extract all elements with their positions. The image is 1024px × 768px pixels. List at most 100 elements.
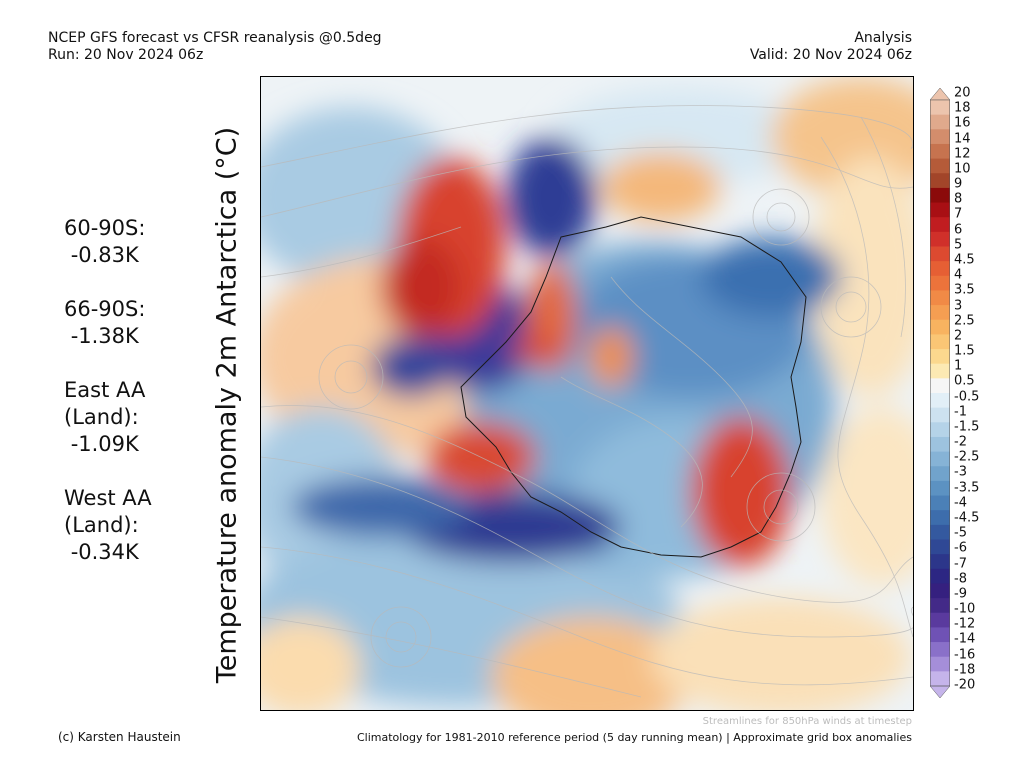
header-right: Analysis Valid: 20 Nov 2024 06z (750, 30, 912, 64)
colorbar-swatch (930, 495, 950, 511)
colorbar-tick-label: -8 (954, 571, 967, 587)
colorbar-tick-label: -20 (954, 677, 976, 693)
colorbar-swatch (930, 173, 950, 189)
colorbar-tick-label: 4.5 (954, 252, 975, 268)
colorbar-tick-label: 1.5 (954, 343, 975, 359)
colorbar-swatch (930, 231, 950, 247)
colorbar-swatch (930, 627, 950, 643)
colorbar-swatch (930, 466, 950, 482)
colorbar-swatch (930, 554, 950, 570)
map-canvas (261, 77, 913, 710)
colorbar-swatch (930, 407, 950, 423)
colorbar-tick-label: -3.5 (954, 480, 980, 496)
colorbar-tick-label: -5 (954, 525, 967, 541)
stat-region: 60-90S: (64, 216, 146, 240)
streamlines-note: Streamlines for 850hPa winds at timestep (702, 716, 912, 727)
stat-east-aa: East AA (Land): -1.09K (64, 377, 152, 458)
stat-west-aa: West AA (Land): -0.34K (64, 485, 152, 566)
colorbar-tick-label: -0.5 (954, 389, 980, 405)
colorbar (930, 88, 950, 698)
colorbar-swatch (930, 656, 950, 672)
colorbar-swatch (930, 143, 950, 160)
run-label: Run: 20 Nov 2024 06z (48, 47, 204, 63)
colorbar-bottom-arrow (930, 685, 950, 698)
colorbar-tick-label: 0.5 (954, 373, 975, 389)
stat-value: -0.34K (70, 540, 139, 564)
colorbar-swatch (930, 583, 950, 599)
anomaly-field (261, 77, 913, 710)
stat-region: East AA (Land): (64, 378, 146, 429)
colorbar-swatch (930, 598, 950, 614)
colorbar-swatch (930, 451, 950, 467)
stat-60-90s: 60-90S: -0.83K (64, 215, 152, 269)
colorbar-tick-label: -1 (954, 404, 967, 420)
colorbar-swatch (930, 378, 950, 394)
stat-66-90s: 66-90S: -1.38K (64, 296, 152, 350)
colorbar-swatch (930, 187, 950, 204)
colorbar-tick-label: -14 (954, 631, 976, 647)
colorbar-tick-label: 3 (954, 298, 963, 313)
colorbar-swatch (930, 422, 950, 438)
streamlines (261, 105, 913, 698)
colorbar-tick-label: 16 (954, 115, 971, 131)
valid-label: Valid: 20 Nov 2024 06z (749, 47, 912, 63)
colorbar-tick-label: 7 (954, 206, 963, 222)
colorbar-swatch (930, 480, 950, 497)
figure-title: NCEP GFS forecast vs CFSR reanalysis @0.… (48, 30, 382, 46)
colorbar-tick-label: -4 (954, 495, 967, 511)
colorbar-tick-label: -16 (954, 647, 976, 663)
colorbar-swatch (930, 275, 950, 291)
colorbar-swatch (930, 319, 950, 335)
colorbar-tick-label: 18 (954, 100, 971, 116)
colorbar-tick-label: -18 (954, 662, 976, 678)
colorbar-tick-label: -7 (954, 556, 967, 572)
colorbar-swatch (930, 100, 950, 116)
colorbar-frame (930, 99, 950, 687)
header-left: NCEP GFS forecast vs CFSR reanalysis @0.… (48, 30, 382, 64)
colorbar-top-arrow (930, 88, 950, 101)
colorbar-tick-label: 2 (954, 328, 963, 344)
colorbar-swatch (930, 393, 950, 409)
colorbar-swatch (930, 261, 950, 277)
colorbar-tick-label: 14 (954, 131, 971, 147)
colorbar-swatch (930, 363, 950, 379)
colorbar-tick-label: 20 (954, 85, 971, 101)
anomaly-map (260, 76, 914, 711)
stat-region: West AA (Land): (64, 486, 152, 537)
colorbar-swatch (930, 642, 950, 658)
colorbar-tick-label: -12 (954, 616, 976, 632)
colorbar-swatch (930, 524, 950, 540)
colorbar-swatch (930, 671, 950, 687)
colorbar-tick-label: 4 (954, 267, 963, 283)
coastline (460, 216, 807, 558)
colorbar-tick-label: -3 (954, 464, 967, 480)
climatology-note: Climatology for 1981-2010 reference peri… (356, 731, 912, 744)
colorbar-swatch (930, 612, 950, 628)
colorbar-tick-label: 9 (954, 176, 963, 192)
variable-label: Temperature anomaly 2m Antarctica (°C) (211, 126, 243, 684)
mode-label: Analysis (854, 30, 912, 46)
colorbar-tick-label: -1.5 (954, 419, 980, 435)
colorbar-tick-label: -10 (954, 601, 976, 617)
colorbar-swatch (930, 510, 950, 526)
colorbar-swatch (930, 290, 950, 306)
colorbar-tick-label: 6 (954, 222, 963, 238)
colorbar-tick-label: -6 (954, 540, 967, 556)
colorbar-swatch (930, 539, 950, 555)
colorbar-tick-label: 2.5 (954, 313, 975, 329)
colorbar-labels: 20 18 16 14 12 10 9 8 7 6 5 4.5 4 3.5 3 2.5 2 1.5 1 0.5 -0.5… (954, 87, 1014, 693)
colorbar-swatch (930, 334, 950, 350)
credit: (c) Karsten Haustein (58, 730, 181, 744)
colorbar-tick-label: 8 (954, 191, 963, 207)
stat-value: -0.83K (70, 243, 139, 267)
colorbar-swatch (930, 305, 950, 321)
colorbar-tick-label: 3.5 (954, 282, 975, 298)
colorbar-tick-label: -4.5 (954, 510, 980, 526)
stat-region: 66-90S: (64, 297, 146, 321)
colorbar-tick-label: -2 (954, 434, 967, 450)
colorbar-tick-label: 1 (954, 358, 963, 374)
stat-value: -1.38K (70, 324, 139, 348)
colorbar-tick-label: 10 (954, 161, 971, 177)
colorbar-swatch (930, 568, 950, 584)
